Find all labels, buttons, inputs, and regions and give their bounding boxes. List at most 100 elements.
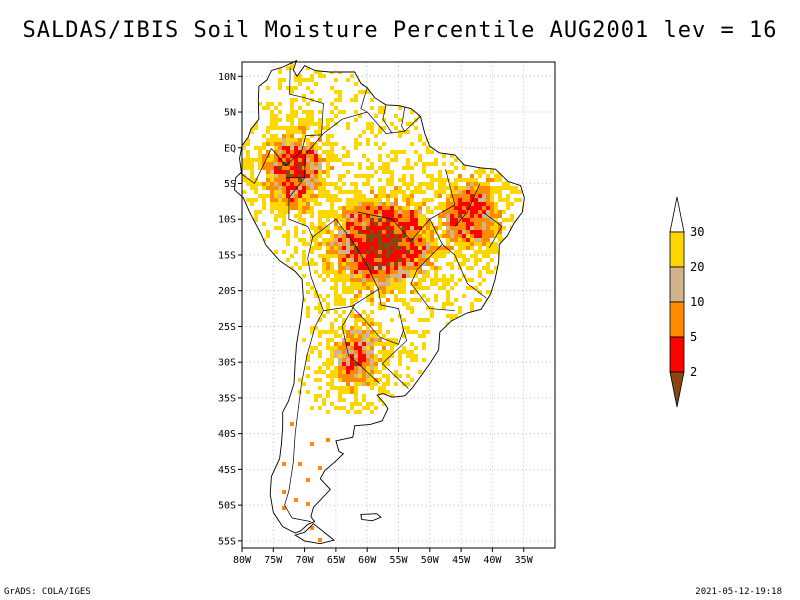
field-cell: [478, 194, 482, 198]
field-cell: [306, 358, 310, 362]
field-cell: [382, 294, 386, 298]
field-cell: [470, 222, 474, 226]
field-cell: [486, 222, 490, 226]
field-cell: [350, 74, 354, 78]
field-cell: [510, 218, 514, 222]
field-cell: [322, 186, 326, 190]
field-cell: [418, 262, 422, 266]
field-cell: [414, 210, 418, 214]
field-cell: [278, 110, 282, 114]
field-cell: [326, 394, 330, 398]
field-cell: [342, 278, 346, 282]
field-cell: [358, 214, 362, 218]
field-cell: [282, 158, 286, 162]
field-cell: [338, 278, 342, 282]
field-cell: [286, 130, 290, 134]
field-cell: [366, 246, 370, 250]
field-cell: [386, 238, 390, 242]
field-cell: [274, 170, 278, 174]
field-cell: [494, 186, 498, 190]
field-cell: [370, 370, 374, 374]
field-cell: [282, 506, 286, 510]
field-cell: [266, 106, 270, 110]
field-cell: [318, 394, 322, 398]
field-cell: [486, 178, 490, 182]
field-cell: [394, 186, 398, 190]
field-cell: [286, 238, 290, 242]
field-cell: [358, 402, 362, 406]
field-cell: [318, 230, 322, 234]
field-cell: [314, 242, 318, 246]
field-cell: [422, 274, 426, 278]
field-cell: [486, 254, 490, 258]
field-cell: [410, 250, 414, 254]
field-cell: [378, 146, 382, 150]
field-cell: [406, 226, 410, 230]
field-cell: [418, 258, 422, 262]
field-cell: [270, 102, 274, 106]
field-cell: [354, 234, 358, 238]
field-cell: [330, 370, 334, 374]
field-cell: [338, 350, 342, 354]
field-cell: [274, 106, 278, 110]
field-cell: [298, 190, 302, 194]
field-cell: [418, 186, 422, 190]
field-cell: [298, 202, 302, 206]
field-cell: [402, 274, 406, 278]
field-cell: [478, 230, 482, 234]
field-cell: [366, 166, 370, 170]
lat-tick-label: 40S: [218, 429, 236, 440]
field-cell: [350, 246, 354, 250]
field-cell: [466, 242, 470, 246]
field-cell: [410, 262, 414, 266]
field-cell: [470, 266, 474, 270]
field-cell: [386, 182, 390, 186]
field-cell: [478, 202, 482, 206]
field-cell: [498, 186, 502, 190]
field-cell: [290, 182, 294, 186]
field-cell: [322, 158, 326, 162]
field-cell: [290, 166, 294, 170]
field-cell: [390, 350, 394, 354]
field-cell: [330, 278, 334, 282]
field-cell: [338, 250, 342, 254]
field-cell: [402, 182, 406, 186]
field-cell: [326, 194, 330, 198]
field-cell: [378, 338, 382, 342]
field-cell: [254, 182, 258, 186]
field-cell: [322, 370, 326, 374]
field-cell: [458, 194, 462, 198]
field-cell: [454, 166, 458, 170]
field-cell: [294, 194, 298, 198]
field-cell: [342, 206, 346, 210]
field-cell: [366, 350, 370, 354]
field-cell: [306, 198, 310, 202]
field-cell: [418, 278, 422, 282]
field-cell: [410, 358, 414, 362]
field-cell: [342, 258, 346, 262]
field-cell: [354, 278, 358, 282]
field-cell: [318, 306, 322, 310]
field-cell: [282, 134, 286, 138]
field-cell: [326, 210, 330, 214]
field-cell: [374, 366, 378, 370]
field-cell: [314, 398, 318, 402]
field-cell: [254, 158, 258, 162]
field-cell: [426, 230, 430, 234]
field-cell: [330, 198, 334, 202]
field-cell: [282, 462, 286, 466]
field-cell: [378, 246, 382, 250]
field-cell: [506, 202, 510, 206]
field-cell: [470, 230, 474, 234]
field-cell: [446, 222, 450, 226]
field-cell: [326, 250, 330, 254]
field-cell: [362, 322, 366, 326]
field-cell: [494, 178, 498, 182]
field-cell: [254, 126, 258, 130]
field-cell: [354, 242, 358, 246]
field-cell: [354, 98, 358, 102]
field-cell: [354, 282, 358, 286]
field-cell: [398, 238, 402, 242]
field-cell: [282, 222, 286, 226]
field-cell: [366, 358, 370, 362]
